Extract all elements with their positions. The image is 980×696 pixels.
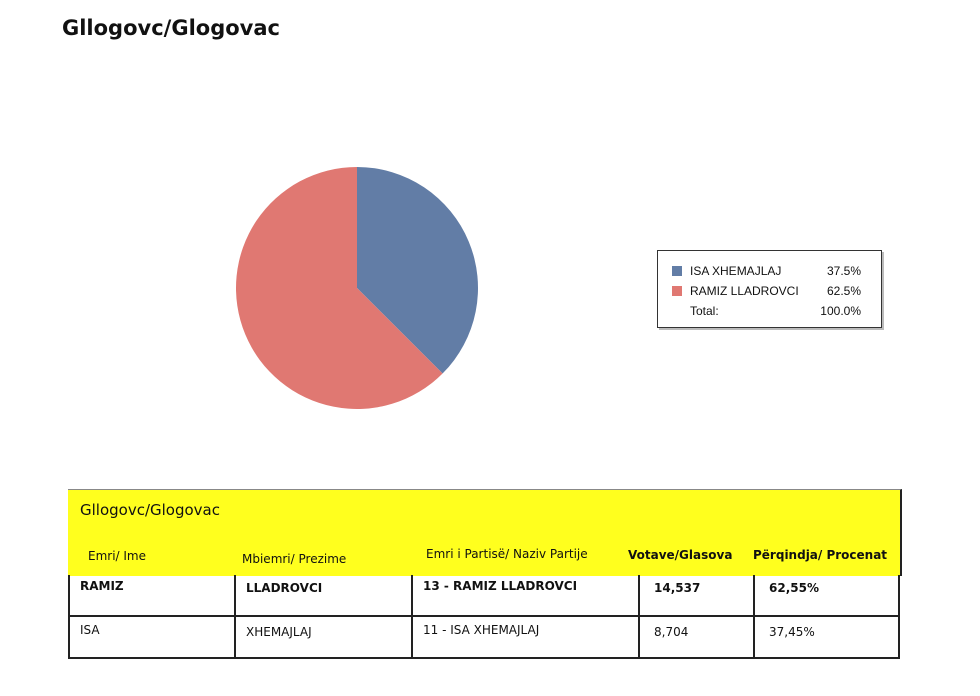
col-header-first-name: Emri/ Ime <box>88 549 147 563</box>
legend-total-value: 100.0% <box>820 304 861 318</box>
legend-value: 37.5% <box>826 264 861 278</box>
cell-party: 11 - ISA XHEMAJLAJ <box>411 617 638 659</box>
cell-last-name: LLADROVCI <box>234 575 411 617</box>
cell-percent: 37,45% <box>753 617 900 659</box>
col-header-last-name: Mbiemri/ Prezime <box>242 552 347 566</box>
legend-swatch <box>672 286 682 296</box>
legend-label: ISA XHEMAJLAJ <box>690 264 782 278</box>
table-header: Gllogovc/Glogovac Emri/ Ime Mbiemri/ Pre… <box>68 489 902 576</box>
col-header-party: Emri i Partisë/ Naziv Partije <box>426 547 588 561</box>
legend-value: 62.5% <box>826 284 861 298</box>
results-table: Gllogovc/Glogovac Emri/ Ime Mbiemri/ Pre… <box>68 489 902 662</box>
chart-legend: ISA XHEMAJLAJ 37.5% RAMIZ LLADROVCI 62.5… <box>657 250 882 328</box>
legend-entry: RAMIZ LLADROVCI 62.5% <box>658 283 881 299</box>
pie-chart <box>235 167 478 410</box>
cell-first-name: ISA <box>68 617 234 659</box>
legend-swatch <box>672 266 682 276</box>
cell-percent: 62,55% <box>753 575 900 617</box>
legend-total-label: Total: <box>690 304 719 318</box>
cell-last-name: XHEMAJLAJ <box>234 617 411 659</box>
legend-total: Total: 100.0% <box>658 303 881 319</box>
table-row: ISA XHEMAJLAJ 11 - ISA XHEMAJLAJ 8,704 3… <box>68 617 900 659</box>
pie-slice-isa-xhemajlaj <box>357 167 478 374</box>
col-header-votes: Votave/Glasova <box>628 548 733 562</box>
table-title: Gllogovc/Glogovac <box>80 501 220 519</box>
cell-votes: 8,704 <box>638 617 753 659</box>
pie-slice-ramiz-lladrovci <box>235 167 443 410</box>
cell-first-name: RAMIZ <box>68 575 234 617</box>
col-header-percent: Përqindja/ Procenat <box>753 548 888 562</box>
table-row: RAMIZ LLADROVCI 13 - RAMIZ LLADROVCI 14,… <box>68 575 900 617</box>
cell-party: 13 - RAMIZ LLADROVCI <box>411 575 638 617</box>
legend-label: RAMIZ LLADROVCI <box>690 284 799 298</box>
legend-entry: ISA XHEMAJLAJ 37.5% <box>658 263 881 279</box>
page-title: Gllogovc/Glogovac <box>62 16 280 40</box>
cell-votes: 14,537 <box>638 575 753 617</box>
